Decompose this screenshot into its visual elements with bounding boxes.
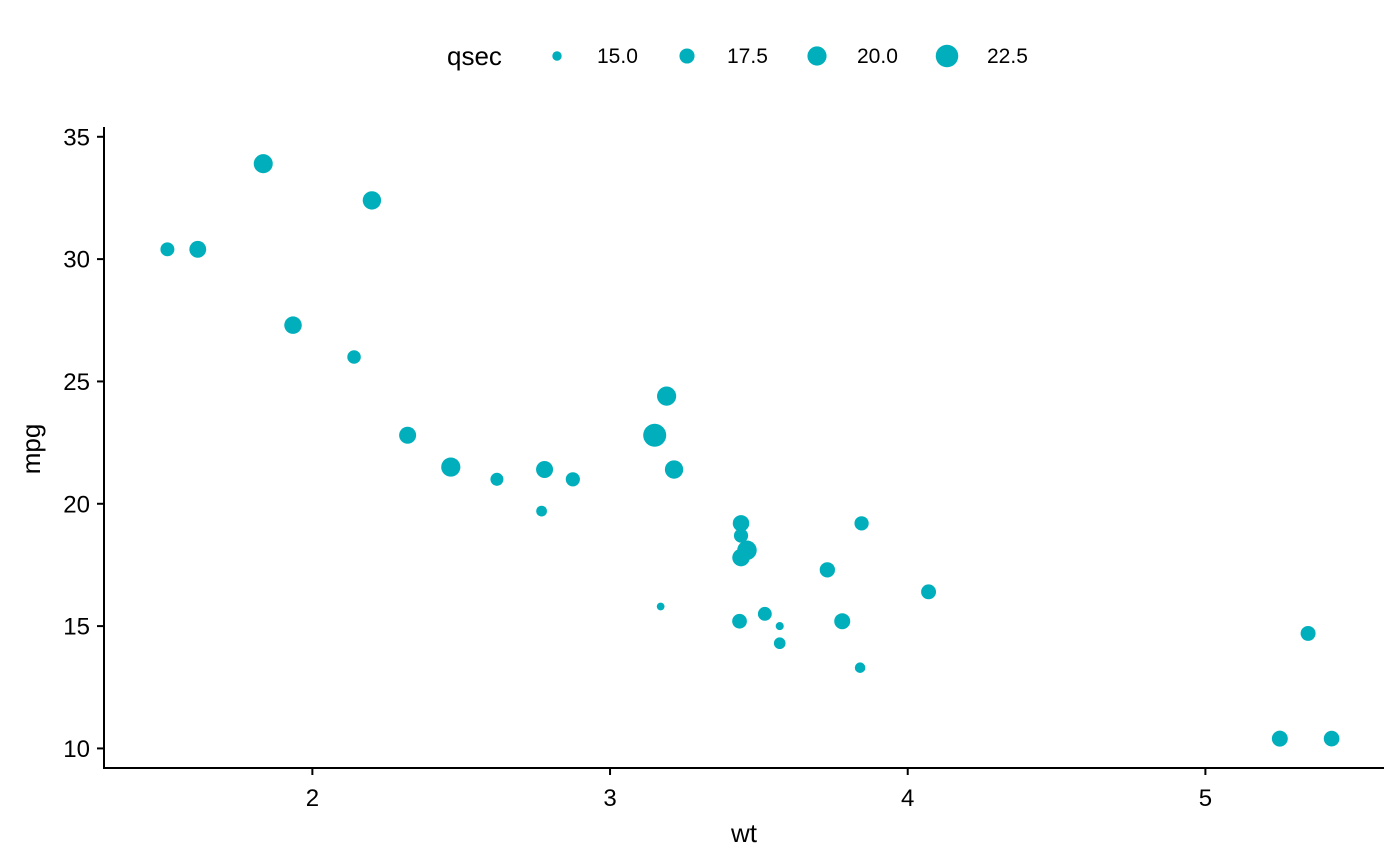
data-point <box>1300 625 1316 641</box>
legend-label: 15.0 <box>597 45 638 68</box>
data-point <box>732 548 750 567</box>
data-point <box>854 516 869 531</box>
data-point <box>189 240 207 258</box>
data-point <box>775 622 784 631</box>
data-points <box>160 154 1340 747</box>
data-point <box>819 562 835 578</box>
plot-area: 10 15 20 25 30 35 2 3 4 5 <box>63 124 1384 812</box>
data-point <box>253 154 273 174</box>
data-point <box>565 472 580 487</box>
y-tick-label: 15 <box>63 614 90 641</box>
data-point <box>490 472 504 486</box>
data-point <box>284 316 302 334</box>
legend-key <box>935 44 959 68</box>
data-point <box>1271 730 1288 747</box>
data-point <box>921 584 937 600</box>
data-point <box>1323 730 1340 747</box>
y-axis-title: mpg <box>16 424 46 475</box>
legend-key <box>679 48 695 64</box>
x-tick-label: 2 <box>306 785 319 812</box>
legend-entries: 15.0 17.5 20.0 22.5 <box>552 44 1028 68</box>
data-point <box>854 662 866 673</box>
data-point <box>664 460 684 479</box>
data-point <box>536 505 547 517</box>
legend-label: 17.5 <box>727 45 768 68</box>
data-point <box>732 515 750 532</box>
y-tick-label: 25 <box>63 369 90 396</box>
y-tick-label: 35 <box>63 124 90 151</box>
y-tick-label: 20 <box>63 491 90 518</box>
data-point <box>732 613 747 629</box>
y-axis-ticks: 10 15 20 25 30 35 <box>63 124 104 763</box>
x-tick-label: 4 <box>901 785 914 812</box>
y-tick-label: 10 <box>63 736 90 763</box>
legend-label: 20.0 <box>857 45 898 68</box>
data-point <box>399 426 417 444</box>
data-point <box>773 637 786 650</box>
data-point <box>362 191 382 210</box>
legend: qsec 15.0 17.5 20.0 22.5 <box>447 41 1028 71</box>
y-tick-label: 30 <box>63 247 90 274</box>
data-point <box>160 242 175 257</box>
data-point <box>733 528 749 543</box>
data-point <box>643 423 667 447</box>
data-point <box>347 350 361 364</box>
data-point <box>834 613 851 630</box>
legend-key <box>552 51 562 61</box>
legend-key <box>807 46 827 66</box>
x-axis-ticks: 2 3 4 5 <box>306 768 1212 812</box>
x-axis-title: wt <box>730 818 758 848</box>
x-tick-label: 3 <box>603 785 616 812</box>
data-point <box>536 461 554 479</box>
data-point <box>757 606 772 621</box>
legend-label: 22.5 <box>987 45 1028 68</box>
data-point <box>657 386 677 406</box>
legend-title: qsec <box>447 41 502 71</box>
data-point <box>441 457 461 477</box>
x-tick-label: 5 <box>1199 785 1212 812</box>
data-point <box>656 602 665 611</box>
